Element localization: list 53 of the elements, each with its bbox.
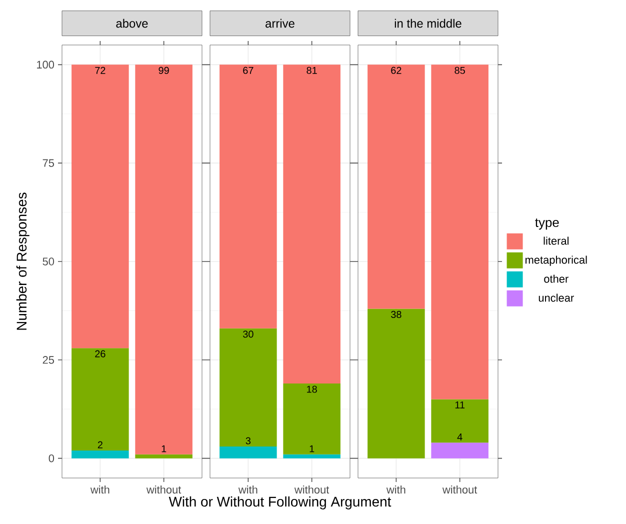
x-tick-label: with: [238, 486, 258, 494]
data-label: 2: [98, 441, 102, 448]
data-label: 62: [391, 66, 402, 74]
x-axis-title: With or Without Following Argument: [168, 496, 392, 510]
y-tick-label: 75: [42, 159, 54, 167]
chart-title: in the middle: [394, 18, 462, 28]
bar: [368, 64, 425, 309]
bar: [220, 64, 277, 328]
chart-title: arrive: [266, 18, 294, 28]
bar: [220, 328, 277, 447]
x-tick-label: without: [442, 486, 478, 494]
data-label: 11: [455, 401, 465, 408]
bar: [135, 64, 192, 454]
legend-label: literal: [544, 236, 569, 245]
bar: [368, 308, 425, 458]
bar: [72, 348, 129, 450]
data-label: 3: [246, 437, 251, 444]
bar: [220, 446, 277, 458]
x-tick-label: with: [90, 486, 110, 494]
bar: [431, 64, 488, 400]
y-tick-label: 0: [48, 454, 54, 462]
bar: [283, 454, 340, 458]
data-label: 18: [307, 386, 317, 393]
bar: [283, 64, 340, 384]
data-label: 1: [310, 445, 314, 452]
bar: [72, 450, 129, 458]
y-tick-label: 25: [42, 356, 54, 364]
y-tick-label: 100: [37, 60, 54, 69]
data-label: 30: [243, 330, 254, 338]
legend-label: metaphorical: [526, 256, 587, 266]
bar: [431, 399, 488, 443]
bar: [72, 64, 129, 348]
x-tick-label: with: [386, 486, 406, 494]
data-label: 26: [95, 350, 106, 358]
legend-label: other: [544, 274, 568, 283]
data-label: 1: [162, 445, 166, 452]
x-tick-label: without: [146, 486, 182, 494]
legend-label: unclear: [538, 294, 574, 302]
bar: [135, 454, 192, 458]
chart-title: above: [116, 18, 148, 28]
data-label: 38: [391, 310, 402, 318]
data-label: 67: [243, 66, 254, 74]
data-label: 85: [454, 66, 465, 74]
x-tick-label: without: [294, 486, 330, 494]
data-label: 81: [306, 66, 317, 74]
bar: [431, 442, 488, 458]
y-axis-title: Number of Responses: [16, 192, 30, 330]
legend-title: type: [535, 218, 559, 230]
data-label: 99: [158, 66, 169, 74]
data-label: 4: [457, 434, 462, 440]
data-label: 72: [95, 66, 106, 74]
bar: [283, 384, 340, 454]
y-tick-label: 50: [42, 258, 54, 266]
